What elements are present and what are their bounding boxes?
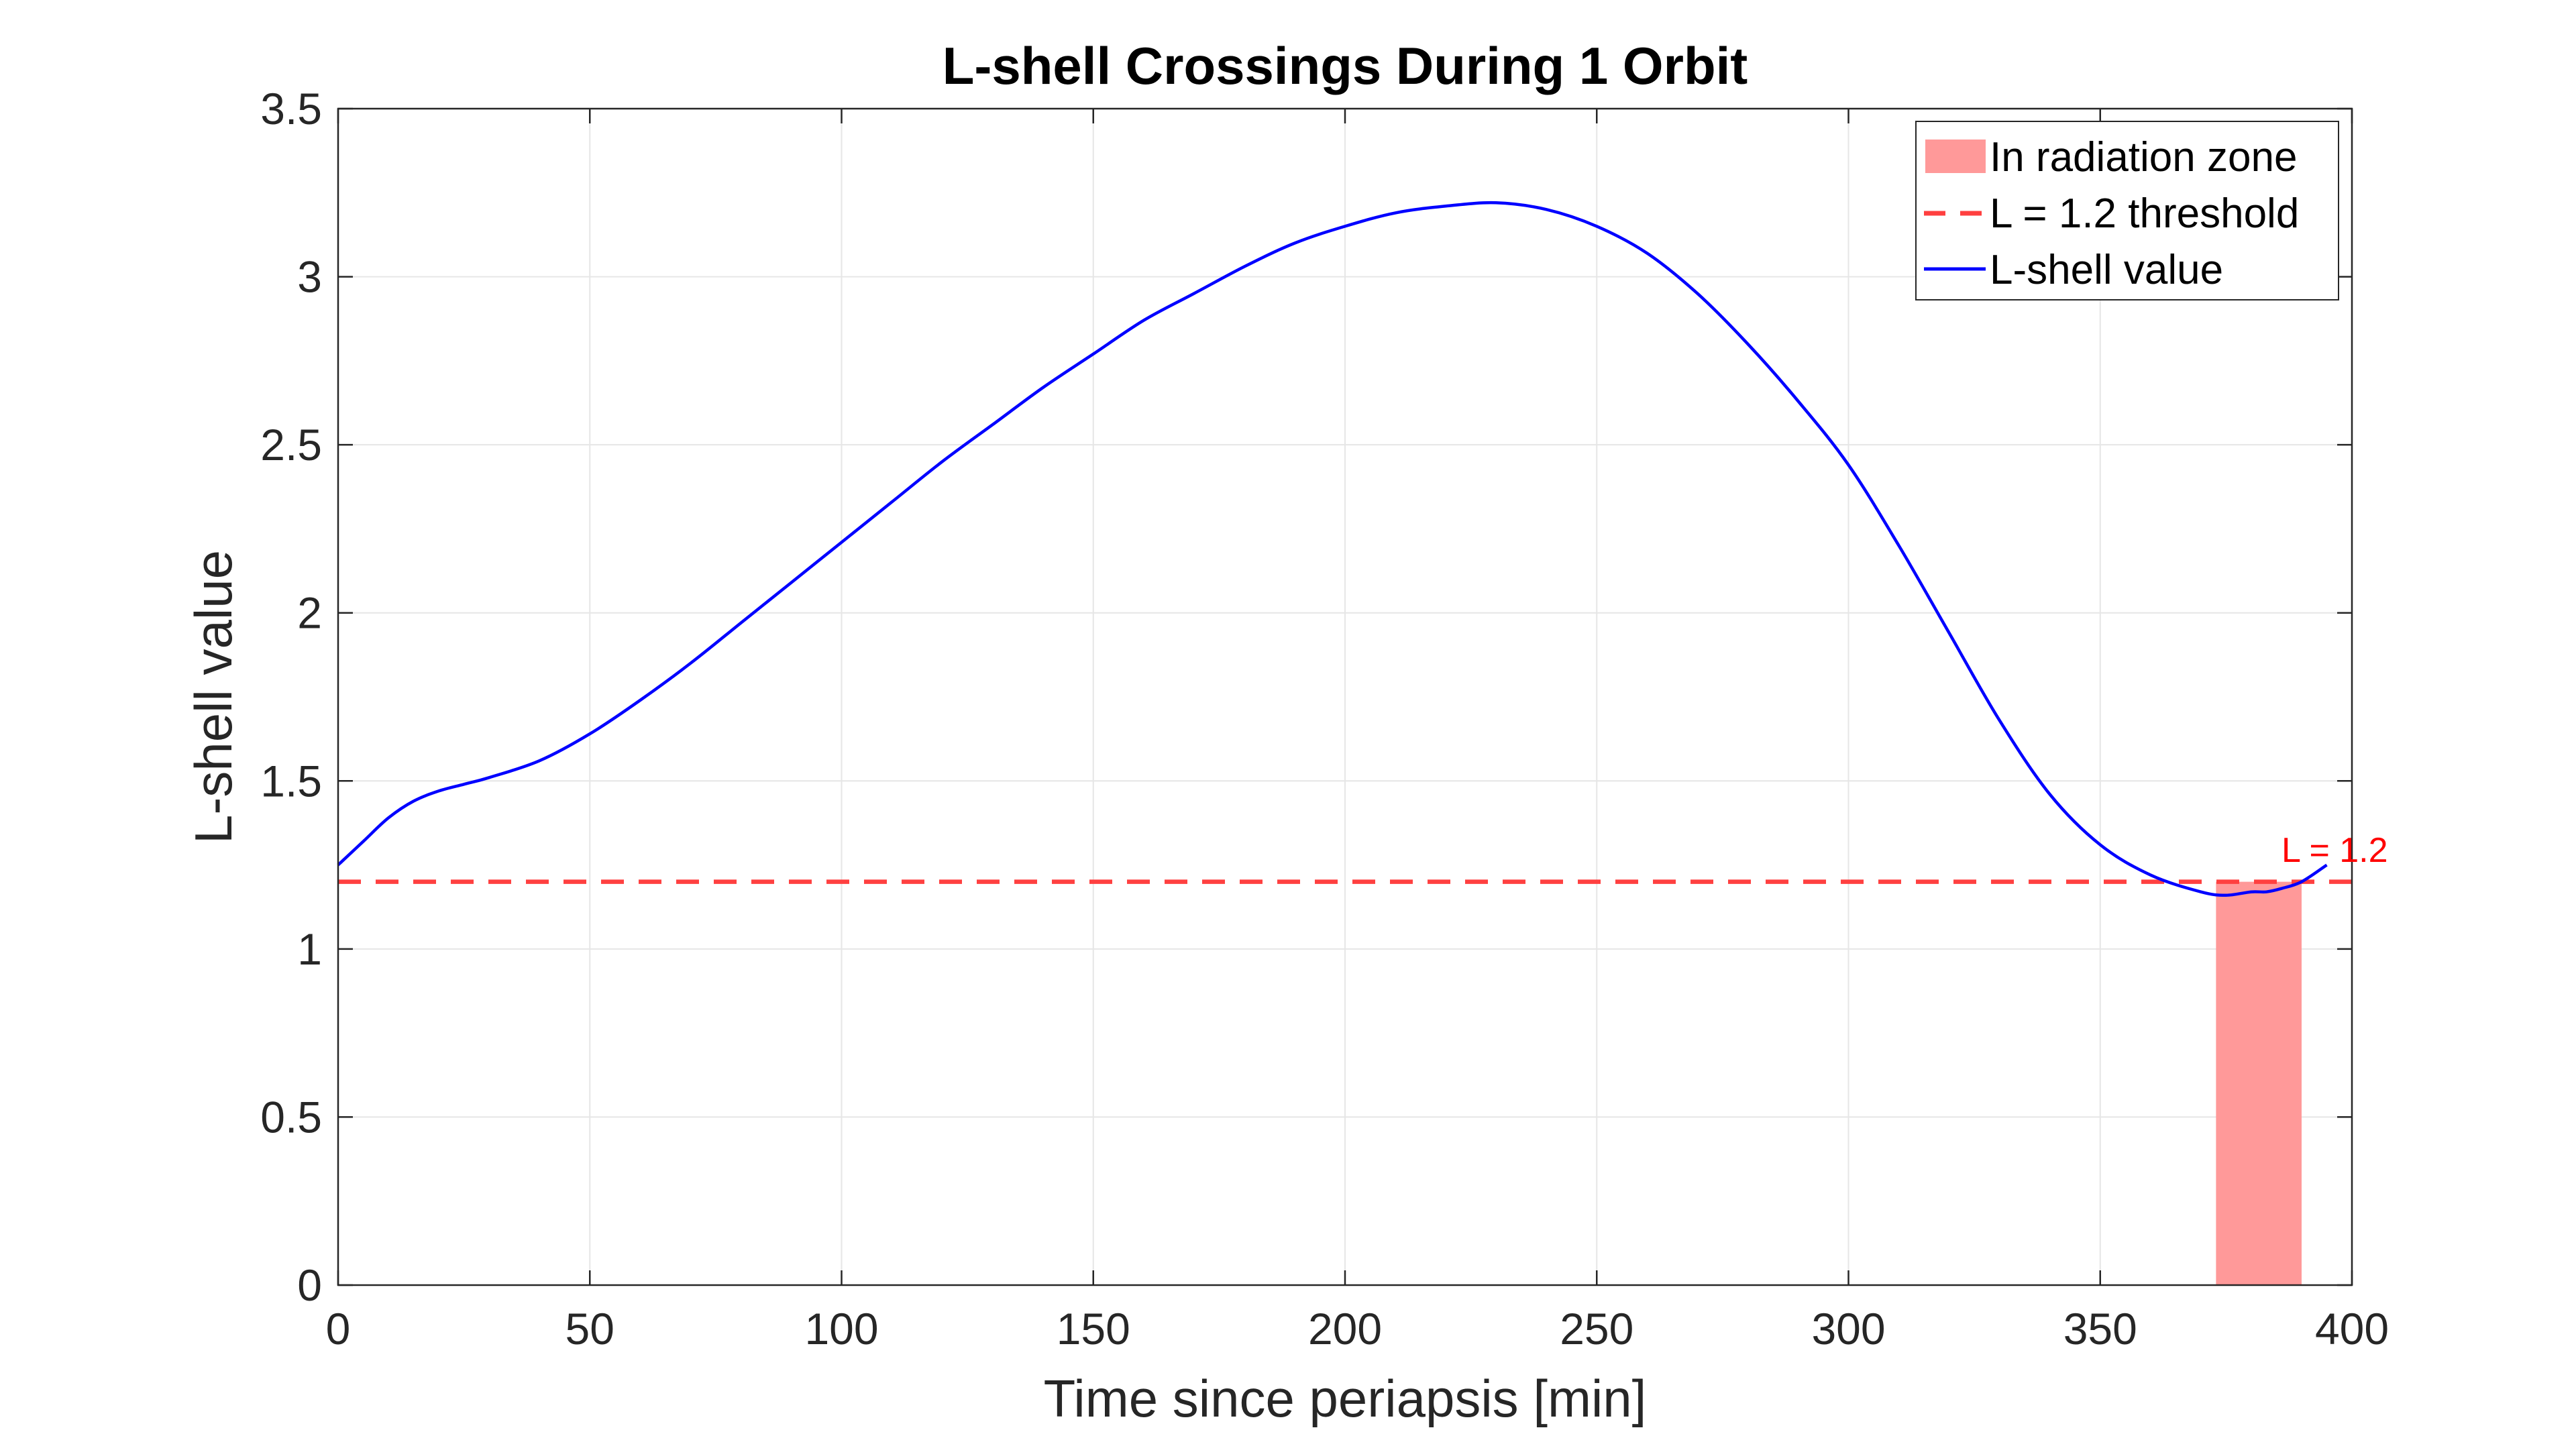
x-tick-label: 200 — [1308, 1304, 1382, 1354]
x-tick-label: 100 — [804, 1304, 878, 1354]
y-tick-label: 0 — [297, 1260, 322, 1310]
x-tick-label: 400 — [2315, 1304, 2389, 1354]
radiation-zone-bar — [2216, 881, 2302, 1285]
y-tick-label: 1 — [297, 924, 322, 974]
legend[interactable]: In radiation zone L = 1.2 threshold L-sh… — [1915, 121, 2339, 300]
y-tick-label: 1.5 — [260, 756, 322, 806]
legend-swatch-radiation-zone — [1925, 140, 1986, 173]
legend-label-lshell: L-shell value — [1990, 247, 2223, 293]
legend-label-threshold: L = 1.2 threshold — [1990, 190, 2299, 237]
axis-ticks — [337, 107, 2353, 1286]
x-tick-label: 250 — [1560, 1304, 1633, 1354]
x-axis-label: Time since periapsis [min] — [1044, 1369, 1647, 1428]
x-tick-label: 50 — [566, 1304, 614, 1354]
legend-label-radiation-zone: In radiation zone — [1990, 134, 2297, 180]
y-tick-label: 3 — [297, 252, 322, 302]
legend-box — [1915, 121, 2339, 300]
threshold-label: L = 1.2 — [2282, 831, 2388, 870]
series-lines — [337, 201, 2328, 897]
y-tick-labels: 0 0.5 1 1.5 2 2.5 3 3.5 — [260, 84, 322, 1310]
x-tick-label: 150 — [1057, 1304, 1130, 1354]
x-tick-labels: 0 50 100 150 200 250 300 350 400 — [326, 1304, 2389, 1354]
x-tick-label: 300 — [1811, 1304, 1885, 1354]
y-axis-label: L-shell value — [184, 550, 243, 844]
y-tick-label: 2 — [297, 588, 322, 638]
y-tick-label: 0.5 — [260, 1092, 322, 1142]
y-tick-label: 2.5 — [260, 420, 322, 470]
x-tick-label: 0 — [326, 1304, 351, 1354]
y-tick-label: 3.5 — [260, 84, 322, 133]
lshell-series-line — [337, 201, 2328, 897]
chart-title: L-shell Crossings During 1 Orbit — [943, 36, 1748, 95]
radiation-zones — [2216, 881, 2302, 1285]
x-tick-label: 350 — [2063, 1304, 2137, 1354]
